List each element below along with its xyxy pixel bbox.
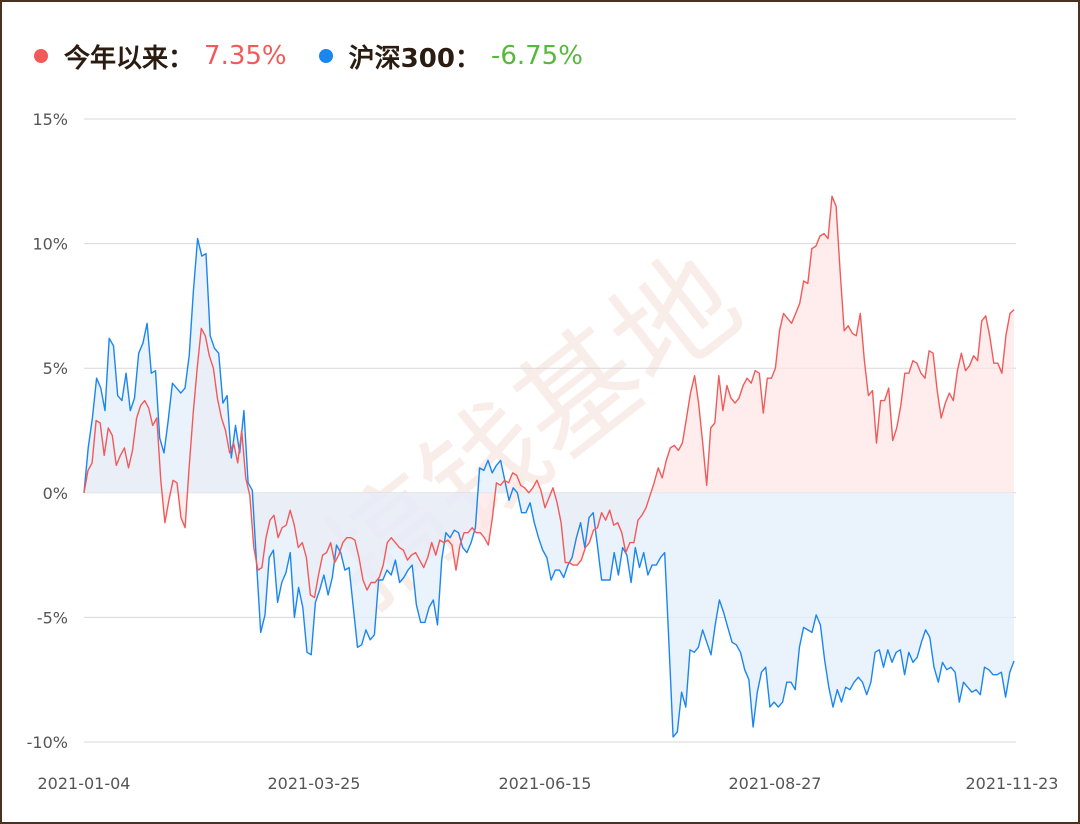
- legend-label-fund: 今年以来: [64, 43, 169, 74]
- series-lines: [83, 195, 1015, 738]
- legend: 今年以来 ： 7.35% 沪深300 ： -6.75%: [34, 36, 615, 76]
- y-tick-label: -10%: [27, 733, 68, 752]
- legend-colon: ：: [168, 43, 195, 74]
- x-tick-label: 2021-08-27: [729, 774, 822, 793]
- legend-value-index: -6.75%: [490, 41, 583, 71]
- y-axis-labels: 15% 10% 5% 0% -5% -10%: [27, 110, 68, 752]
- x-tick-label: 2021-01-04: [38, 774, 131, 793]
- x-tick-label: 2021-11-23: [966, 774, 1059, 793]
- legend-item-index[interactable]: 沪深300 ： -6.75%: [318, 38, 583, 75]
- legend-value-fund: 7.35%: [204, 41, 287, 71]
- y-tick-label: 10%: [32, 235, 68, 254]
- legend-colon: ：: [454, 43, 481, 74]
- legend-item-fund[interactable]: 今年以来 ： 7.35%: [34, 38, 287, 75]
- y-tick-label: 5%: [43, 359, 68, 378]
- y-tick-label: 0%: [43, 484, 68, 503]
- x-tick-label: 2021-03-25: [268, 774, 361, 793]
- y-tick-label: 15%: [32, 110, 68, 129]
- series-area: [84, 238, 1014, 737]
- series-areas: [84, 196, 1014, 737]
- index-dot-icon: [318, 49, 333, 63]
- series-line: [83, 195, 1015, 599]
- fund-dot-icon: [34, 49, 48, 63]
- legend-label-index: 沪深300: [348, 43, 455, 74]
- y-tick-label: -5%: [37, 608, 68, 627]
- x-tick-label: 2021-06-15: [499, 774, 592, 793]
- x-axis-labels: 2021-01-04 2021-03-25 2021-06-15 2021-08-27…: [38, 774, 1059, 793]
